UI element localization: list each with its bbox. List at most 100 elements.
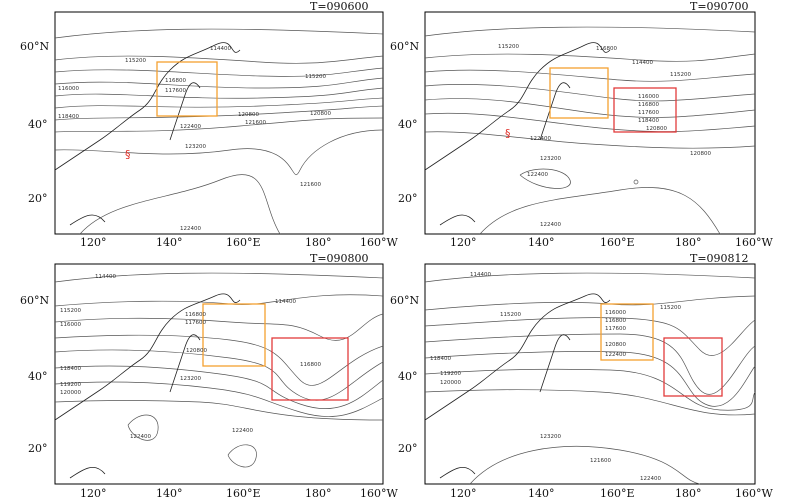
svg-text:121600: 121600 (245, 120, 266, 126)
svg-text:118400: 118400 (58, 114, 79, 120)
svg-text:117600: 117600 (185, 320, 206, 326)
svg-text:116800: 116800 (165, 78, 186, 84)
svg-text:120000: 120000 (440, 380, 461, 386)
svg-text:115200: 115200 (500, 312, 521, 318)
lon-label: 160°E (600, 487, 635, 500)
svg-text:122400: 122400 (232, 428, 253, 434)
lon-label: 120° (80, 236, 107, 249)
svg-text:120800: 120800 (310, 111, 331, 117)
svg-text:116800: 116800 (638, 102, 659, 108)
svg-text:119200: 119200 (60, 382, 81, 388)
lat-label: 20° (28, 442, 48, 455)
lat-label: 20° (398, 442, 418, 455)
svg-text:114400: 114400 (632, 60, 653, 66)
svg-text:114400: 114400 (470, 272, 491, 278)
lat-label: 60°N (390, 40, 420, 53)
lon-label: 180° (675, 487, 702, 500)
lon-label: 160°E (226, 487, 261, 500)
svg-text:114400: 114400 (210, 46, 231, 52)
svg-text:116800: 116800 (185, 312, 206, 318)
svg-text:121600: 121600 (300, 182, 321, 188)
lat-label: 40° (398, 370, 418, 383)
svg-text:120800: 120800 (605, 342, 626, 348)
lon-label: 160°W (735, 487, 773, 500)
svg-text:122400: 122400 (180, 226, 201, 232)
svg-text:115200: 115200 (670, 72, 691, 78)
lon-label: 180° (305, 236, 332, 249)
lon-label: 140° (156, 487, 183, 500)
lon-label: 140° (528, 236, 555, 249)
svg-text:123200: 123200 (180, 376, 201, 382)
svg-text:122400: 122400 (527, 172, 548, 178)
svg-text:114400: 114400 (95, 274, 116, 280)
svg-text:116000: 116000 (638, 94, 659, 100)
lon-label: 140° (156, 236, 183, 249)
typhoon-symbol: § (125, 148, 131, 161)
svg-text:118400: 118400 (430, 356, 451, 362)
panel-title: T=090800 (310, 252, 369, 265)
svg-text:116800: 116800 (605, 318, 626, 324)
lon-label: 120° (450, 487, 477, 500)
svg-text:118400: 118400 (60, 366, 81, 372)
svg-text:117600: 117600 (605, 326, 626, 332)
panel-title: T=090812 (690, 252, 749, 265)
lat-label: 20° (398, 192, 418, 205)
svg-text:118400: 118400 (638, 118, 659, 124)
svg-text:121600: 121600 (590, 458, 611, 464)
svg-text:122400: 122400 (605, 352, 626, 358)
svg-text:120800: 120800 (186, 348, 207, 354)
typhoon-symbol: § (505, 127, 511, 140)
lon-label: 160°W (360, 487, 398, 500)
lat-label: 60°N (390, 294, 420, 307)
orange-box (202, 303, 266, 367)
svg-text:117600: 117600 (165, 88, 186, 94)
svg-text:116000: 116000 (60, 322, 81, 328)
svg-text:120800: 120800 (690, 151, 711, 157)
svg-text:123200: 123200 (540, 156, 561, 162)
lon-label: 160°W (735, 236, 773, 249)
svg-text:119200: 119200 (440, 371, 461, 377)
orange-box (549, 67, 609, 119)
lon-label: 180° (675, 236, 702, 249)
lat-label: 40° (28, 118, 48, 131)
svg-text:116000: 116000 (58, 86, 79, 92)
lat-label: 40° (28, 370, 48, 383)
panel-title: T=090700 (690, 0, 749, 13)
svg-text:115200: 115200 (498, 44, 519, 50)
svg-text:120800: 120800 (238, 112, 259, 118)
lon-label: 140° (528, 487, 555, 500)
svg-text:115200: 115200 (660, 305, 681, 311)
orange-box (600, 303, 654, 361)
lon-label: 160°W (360, 236, 398, 249)
lon-label: 160°E (600, 236, 635, 249)
svg-text:115200: 115200 (305, 74, 326, 80)
svg-text:122400: 122400 (640, 476, 661, 482)
red-box (271, 337, 349, 401)
svg-text:123200: 123200 (185, 144, 206, 150)
lat-label: 20° (28, 192, 48, 205)
lon-label: 160°E (226, 236, 261, 249)
lat-label: 40° (398, 118, 418, 131)
red-box (613, 87, 677, 133)
svg-text:120800: 120800 (646, 126, 667, 132)
lon-label: 120° (450, 236, 477, 249)
lon-label: 120° (80, 487, 107, 500)
svg-text:123200: 123200 (540, 434, 561, 440)
svg-text:116800: 116800 (300, 362, 321, 368)
svg-text:117600: 117600 (638, 110, 659, 116)
orange-box (156, 61, 218, 117)
svg-text:116800: 116800 (596, 46, 617, 52)
svg-text:115200: 115200 (60, 308, 81, 314)
svg-text:122400: 122400 (540, 222, 561, 228)
svg-text:114400: 114400 (275, 299, 296, 305)
svg-text:122400: 122400 (180, 124, 201, 130)
lat-label: 60°N (20, 294, 50, 307)
svg-text:116000: 116000 (605, 310, 626, 316)
svg-text:122400: 122400 (130, 434, 151, 440)
svg-text:115200: 115200 (125, 58, 146, 64)
svg-text:120000: 120000 (60, 390, 81, 396)
